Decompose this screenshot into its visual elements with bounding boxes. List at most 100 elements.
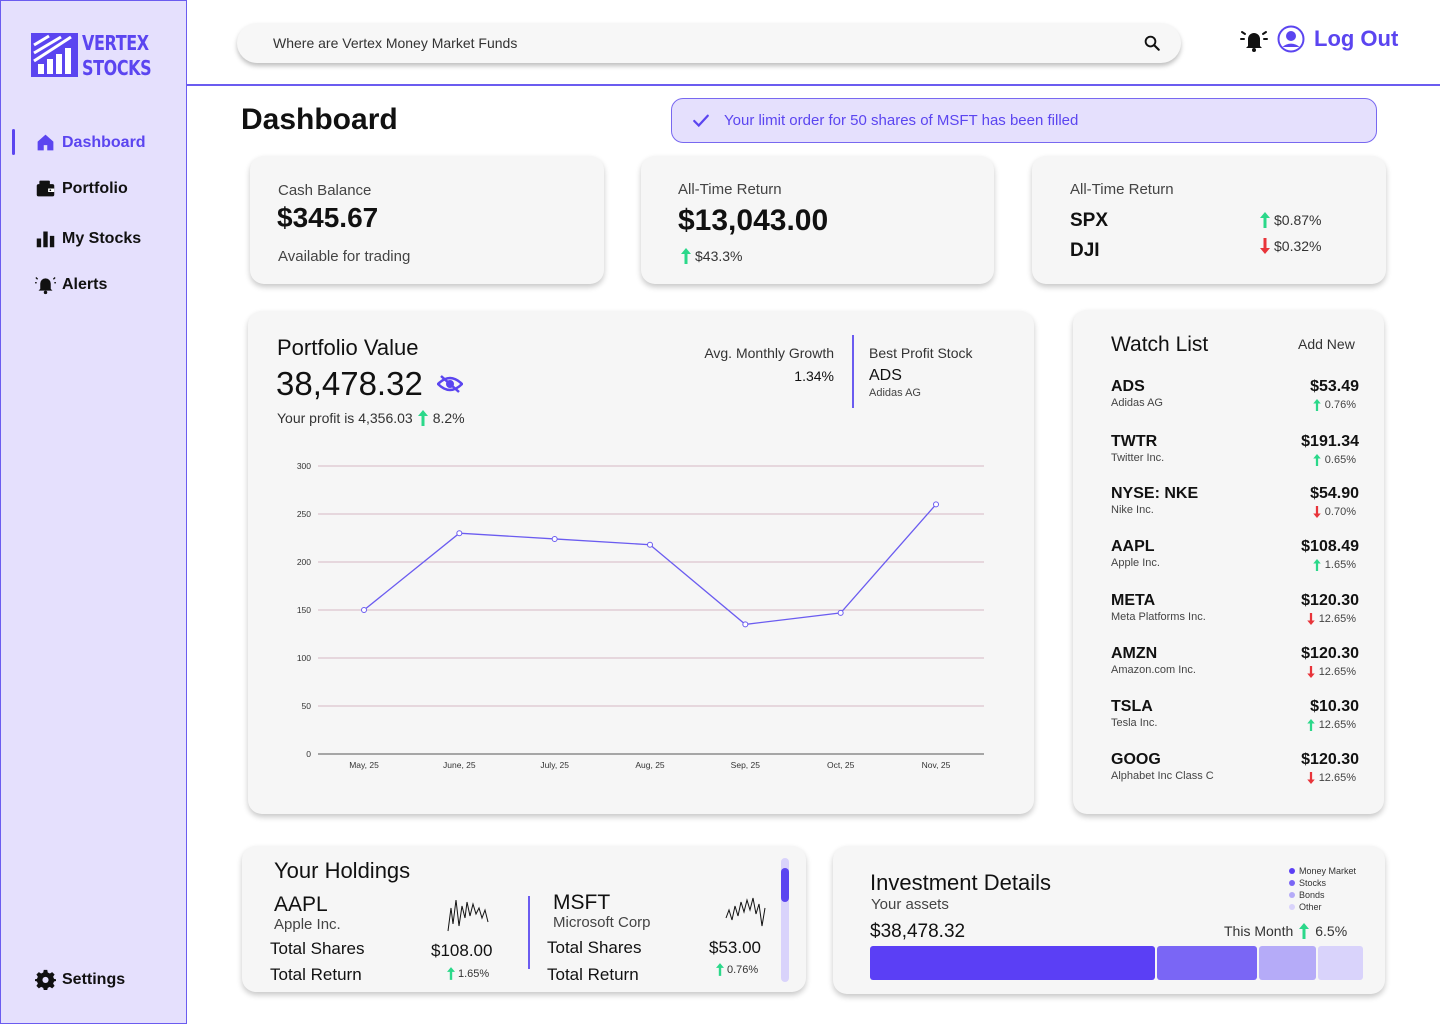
- logout-button[interactable]: Log Out: [1314, 26, 1399, 51]
- data-point[interactable]: [742, 621, 749, 628]
- data-point[interactable]: [551, 535, 558, 542]
- watch-list-item[interactable]: AMZN Amazon.com Inc. $120.30 12.65%: [1111, 645, 1359, 685]
- bell-icon: [35, 277, 56, 295]
- sidebar-item-label: Settings: [62, 970, 126, 988]
- holding-return-value: 1.65%: [447, 967, 489, 980]
- logo-icon: [31, 33, 78, 77]
- watch-name: Alphabet Inc Class C: [1111, 770, 1214, 782]
- holding-return-label: Total Return: [547, 965, 639, 984]
- allocation-legend: Money Market Stocks Bonds Other: [1289, 865, 1356, 913]
- watch-list-card: Watch List Add New ADS Adidas AG $53.49 0.7…: [1073, 310, 1384, 814]
- legend-item: Money Market: [1289, 865, 1356, 877]
- sidebar-item-portfolio[interactable]: Portfolio: [35, 178, 128, 199]
- data-point[interactable]: [456, 530, 463, 537]
- allocation-bar: [870, 946, 1365, 980]
- all-time-return-change: $43.3%: [681, 248, 742, 264]
- cash-balance-value: $345.67: [277, 202, 379, 233]
- checkmark-icon: [693, 114, 709, 127]
- arrow-up-icon: [1260, 212, 1270, 228]
- notification-bell-icon[interactable]: [1240, 27, 1268, 53]
- cash-balance-card: Cash Balance $345.67 Available for tradi…: [250, 156, 604, 284]
- sidebar-item-settings[interactable]: Settings: [35, 969, 125, 990]
- portfolio-title: Portfolio Value: [277, 335, 419, 360]
- avg-monthly-growth-value: 1.34%: [794, 368, 834, 384]
- change-text: 1.65%: [458, 967, 490, 980]
- watch-price: $120.30: [1301, 645, 1359, 662]
- watch-change: 0.76%: [1313, 399, 1356, 411]
- holdings-scrollbar[interactable]: [781, 858, 789, 982]
- holding-symbol: AAPL: [274, 893, 328, 916]
- x-tick-label: Oct, 25: [827, 760, 855, 770]
- data-point[interactable]: [837, 609, 844, 616]
- search-icon[interactable]: [1143, 34, 1161, 52]
- portfolio-profit: Your profit is 4,356.03 8.2%: [277, 410, 465, 426]
- arrow-up-icon: [1299, 923, 1310, 939]
- watch-list-item[interactable]: AAPL Apple Inc. $108.49 1.65%: [1111, 538, 1359, 578]
- watch-list-item[interactable]: NYSE: NKE Nike Inc. $54.90 0.70%: [1111, 485, 1359, 525]
- holdings-title: Your Holdings: [274, 858, 411, 883]
- gear-icon: [35, 969, 56, 990]
- sidebar-item-my-stocks[interactable]: My Stocks: [35, 228, 141, 249]
- stats-divider: [852, 335, 854, 408]
- best-profit-name: Adidas AG: [869, 387, 921, 399]
- watch-symbol: TSLA: [1111, 698, 1153, 715]
- change-text: $43.3%: [695, 248, 743, 264]
- allocation-segment[interactable]: [1157, 946, 1257, 980]
- user-avatar-icon[interactable]: [1277, 25, 1305, 53]
- watch-name: Nike Inc.: [1111, 504, 1154, 516]
- y-tick-label: 200: [297, 557, 311, 567]
- watch-list-item[interactable]: META Meta Platforms Inc. $120.30 12.65%: [1111, 592, 1359, 632]
- add-new-button[interactable]: Add New: [1298, 336, 1355, 352]
- holding-symbol: MSFT: [553, 891, 611, 914]
- brand-logo[interactable]: VERTEX STOCKS: [31, 31, 171, 81]
- y-tick-label: 250: [297, 509, 311, 519]
- sidebar-item-label: My Stocks: [62, 229, 142, 247]
- change-text: 0.76%: [1324, 399, 1356, 411]
- watch-list-item[interactable]: GOOG Alphabet Inc Class C $120.30 12.65%: [1111, 751, 1359, 791]
- arrow-down-icon: [1306, 772, 1315, 784]
- x-tick-label: Nov, 25: [922, 760, 951, 770]
- all-time-return-card: All-Time Return $13,043.00 $43.3%: [641, 156, 994, 284]
- y-tick-label: 50: [302, 701, 312, 711]
- avg-monthly-growth-label: Avg. Monthly Growth: [704, 345, 834, 361]
- watch-change: 12.65%: [1306, 719, 1356, 731]
- profit-text: Your profit is 4,356.03: [277, 410, 413, 426]
- watch-change: 12.65%: [1306, 666, 1356, 678]
- arrow-up-icon: [1313, 454, 1321, 466]
- watch-name: Apple Inc.: [1111, 557, 1160, 569]
- series-line: [363, 503, 937, 626]
- portfolio-line-chart: 0 50 100 150 200 250 300 May, 25 June, 25 July, 2…: [297, 461, 984, 770]
- arrow-down-icon: [1313, 506, 1321, 518]
- brand-wordmark: VERTEX STOCKS: [82, 31, 152, 81]
- arrow-up-icon: [681, 248, 691, 264]
- watch-name: Amazon.com Inc.: [1111, 664, 1196, 676]
- scrollbar-thumb[interactable]: [781, 868, 789, 902]
- watch-price: $120.30: [1301, 751, 1359, 768]
- allocation-segment[interactable]: [1317, 946, 1363, 980]
- search-input[interactable]: [273, 35, 1143, 51]
- allocation-segment[interactable]: [1258, 946, 1316, 980]
- watch-list-item[interactable]: TSLA Tesla Inc. $10.30 12.65%: [1111, 698, 1359, 738]
- sidebar-item-dashboard[interactable]: Dashboard: [35, 132, 146, 153]
- index-change-dji: $0.32%: [1260, 238, 1321, 254]
- allocation-segment[interactable]: [870, 946, 1156, 980]
- hide-value-icon[interactable]: [436, 374, 463, 394]
- watch-list-item[interactable]: ADS Adidas AG $53.49 0.76%: [1111, 378, 1359, 418]
- profit-percent: 8.2%: [432, 410, 465, 426]
- watch-list-item[interactable]: TWTR Twitter Inc. $191.34 0.65%: [1111, 433, 1359, 473]
- arrow-up-icon: [716, 963, 724, 976]
- x-tick-label: June, 25: [443, 760, 476, 770]
- change-text: 0.70%: [1324, 506, 1356, 518]
- data-point[interactable]: [647, 541, 653, 548]
- sidebar-item-alerts[interactable]: Alerts: [35, 274, 107, 295]
- data-point[interactable]: [933, 501, 939, 508]
- data-point[interactable]: [361, 607, 367, 613]
- legend-dot: [1289, 880, 1295, 886]
- search-bar[interactable]: [237, 23, 1181, 63]
- order-filled-notification: Your limit order for 50 shares of MSFT h…: [671, 98, 1377, 143]
- watch-price: $54.90: [1310, 485, 1359, 502]
- legend-label: Money Market: [1299, 866, 1357, 876]
- watch-change: 0.65%: [1313, 454, 1356, 466]
- period-label: This Month: [1224, 923, 1294, 939]
- best-profit-symbol: ADS: [869, 367, 902, 384]
